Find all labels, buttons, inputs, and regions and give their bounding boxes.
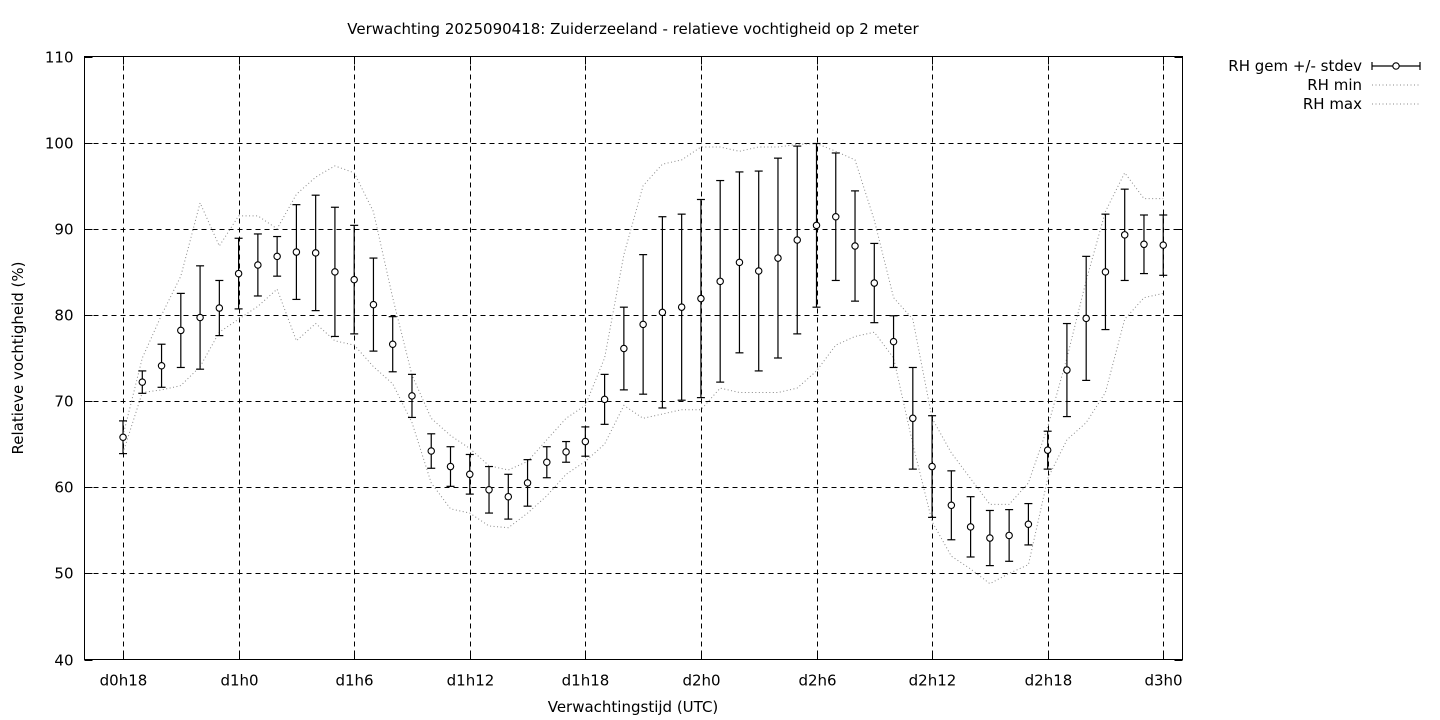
mean-point (1043, 446, 1052, 454)
mean-point (735, 258, 744, 267)
mean-point (177, 326, 185, 335)
mean-point (1082, 314, 1090, 323)
mean-point (331, 268, 339, 276)
y-tick-label: 80 (54, 307, 73, 325)
y-tick-label: 60 (54, 479, 73, 497)
mean-point (697, 294, 705, 303)
mean-point (1063, 366, 1071, 374)
ticks-layer: 40 50 60 70 80 90 100 110 d0h18 d1h0 d1h6 d1h12 d1h1… (45, 49, 1183, 690)
x-tick-label: d2h6 (798, 672, 836, 690)
min-max-band-layer (122, 142, 1164, 585)
mean-point (600, 395, 609, 404)
mean-point (754, 267, 763, 275)
y-tick-label: 40 (54, 652, 73, 670)
mean-point (215, 304, 224, 312)
mean-point (446, 462, 455, 471)
mean-point (196, 313, 204, 322)
mean-point (581, 437, 590, 446)
mean-point (639, 320, 647, 329)
mean-point (947, 501, 956, 510)
y-axis-title: Relatieve vochtigheid (%) (9, 261, 27, 454)
mean-point (1140, 240, 1148, 249)
y-tick-label: 50 (54, 565, 73, 583)
mean-point (928, 462, 936, 471)
mean-point (138, 378, 147, 386)
mean-point (1005, 531, 1013, 540)
mean-point (909, 414, 917, 423)
legend-label: RH gem +/- stdev (1228, 57, 1362, 75)
mean-point (1120, 231, 1129, 239)
mean-point (427, 447, 435, 455)
mean-point (388, 340, 397, 348)
x-tick-label: d1h0 (220, 672, 258, 690)
x-tick-label: d2h0 (682, 672, 720, 690)
legend-swatch-point (1392, 62, 1400, 70)
y-tick-label: 90 (54, 221, 73, 239)
mean-point (369, 300, 378, 309)
mean-point (273, 252, 281, 261)
mean-point (485, 486, 493, 494)
mean-point (254, 261, 262, 269)
mean-point (658, 308, 667, 317)
mean-point (543, 458, 551, 466)
x-tick-label: d2h18 (1025, 672, 1073, 690)
mean-point (620, 344, 628, 353)
mean-point (677, 303, 686, 311)
errorbar-layer (119, 142, 1168, 567)
mean-point (986, 534, 994, 542)
mean-point (311, 249, 320, 257)
x-tick-label: d3h0 (1144, 672, 1182, 690)
mean-point (774, 254, 782, 262)
mean-point (408, 392, 416, 400)
x-tick-label: d1h6 (335, 672, 373, 690)
chart-title: Verwachting 2025090418: Zuiderzeeland - … (347, 20, 919, 38)
x-tick-label: d2h12 (909, 672, 957, 690)
mean-point (523, 479, 532, 487)
mean-point (562, 448, 570, 456)
mean-point (350, 275, 358, 284)
mean-point (851, 242, 859, 250)
mean-point (157, 362, 166, 370)
mean-point (812, 221, 821, 230)
mean-point (466, 470, 474, 479)
mean-point (234, 269, 243, 278)
y-tick-label: 70 (54, 393, 73, 411)
x-tick-label: d0h18 (100, 672, 148, 690)
mean-point (1159, 241, 1167, 249)
mean-point (1024, 520, 1033, 529)
x-tick-label: d1h12 (447, 672, 495, 690)
legend-label: RH max (1303, 95, 1362, 113)
mean-point (1101, 268, 1110, 276)
mean-point (292, 248, 301, 256)
grid-layer (84, 56, 1183, 660)
x-tick-label: d1h18 (562, 672, 610, 690)
legend-label: RH min (1307, 76, 1362, 94)
x-axis-title: Verwachtingstijd (UTC) (548, 698, 719, 716)
mean-point (716, 277, 724, 286)
mean-point (504, 492, 513, 501)
mean-point (832, 212, 840, 221)
y-tick-label: 110 (45, 49, 74, 67)
rh-max-line (122, 142, 1164, 505)
mean-point (966, 523, 975, 531)
plot-frame (84, 56, 1183, 660)
mean-point (889, 337, 898, 346)
y-tick-label: 100 (45, 135, 74, 153)
mean-point (870, 279, 879, 287)
mean-point (119, 433, 127, 442)
mean-point (793, 236, 801, 244)
